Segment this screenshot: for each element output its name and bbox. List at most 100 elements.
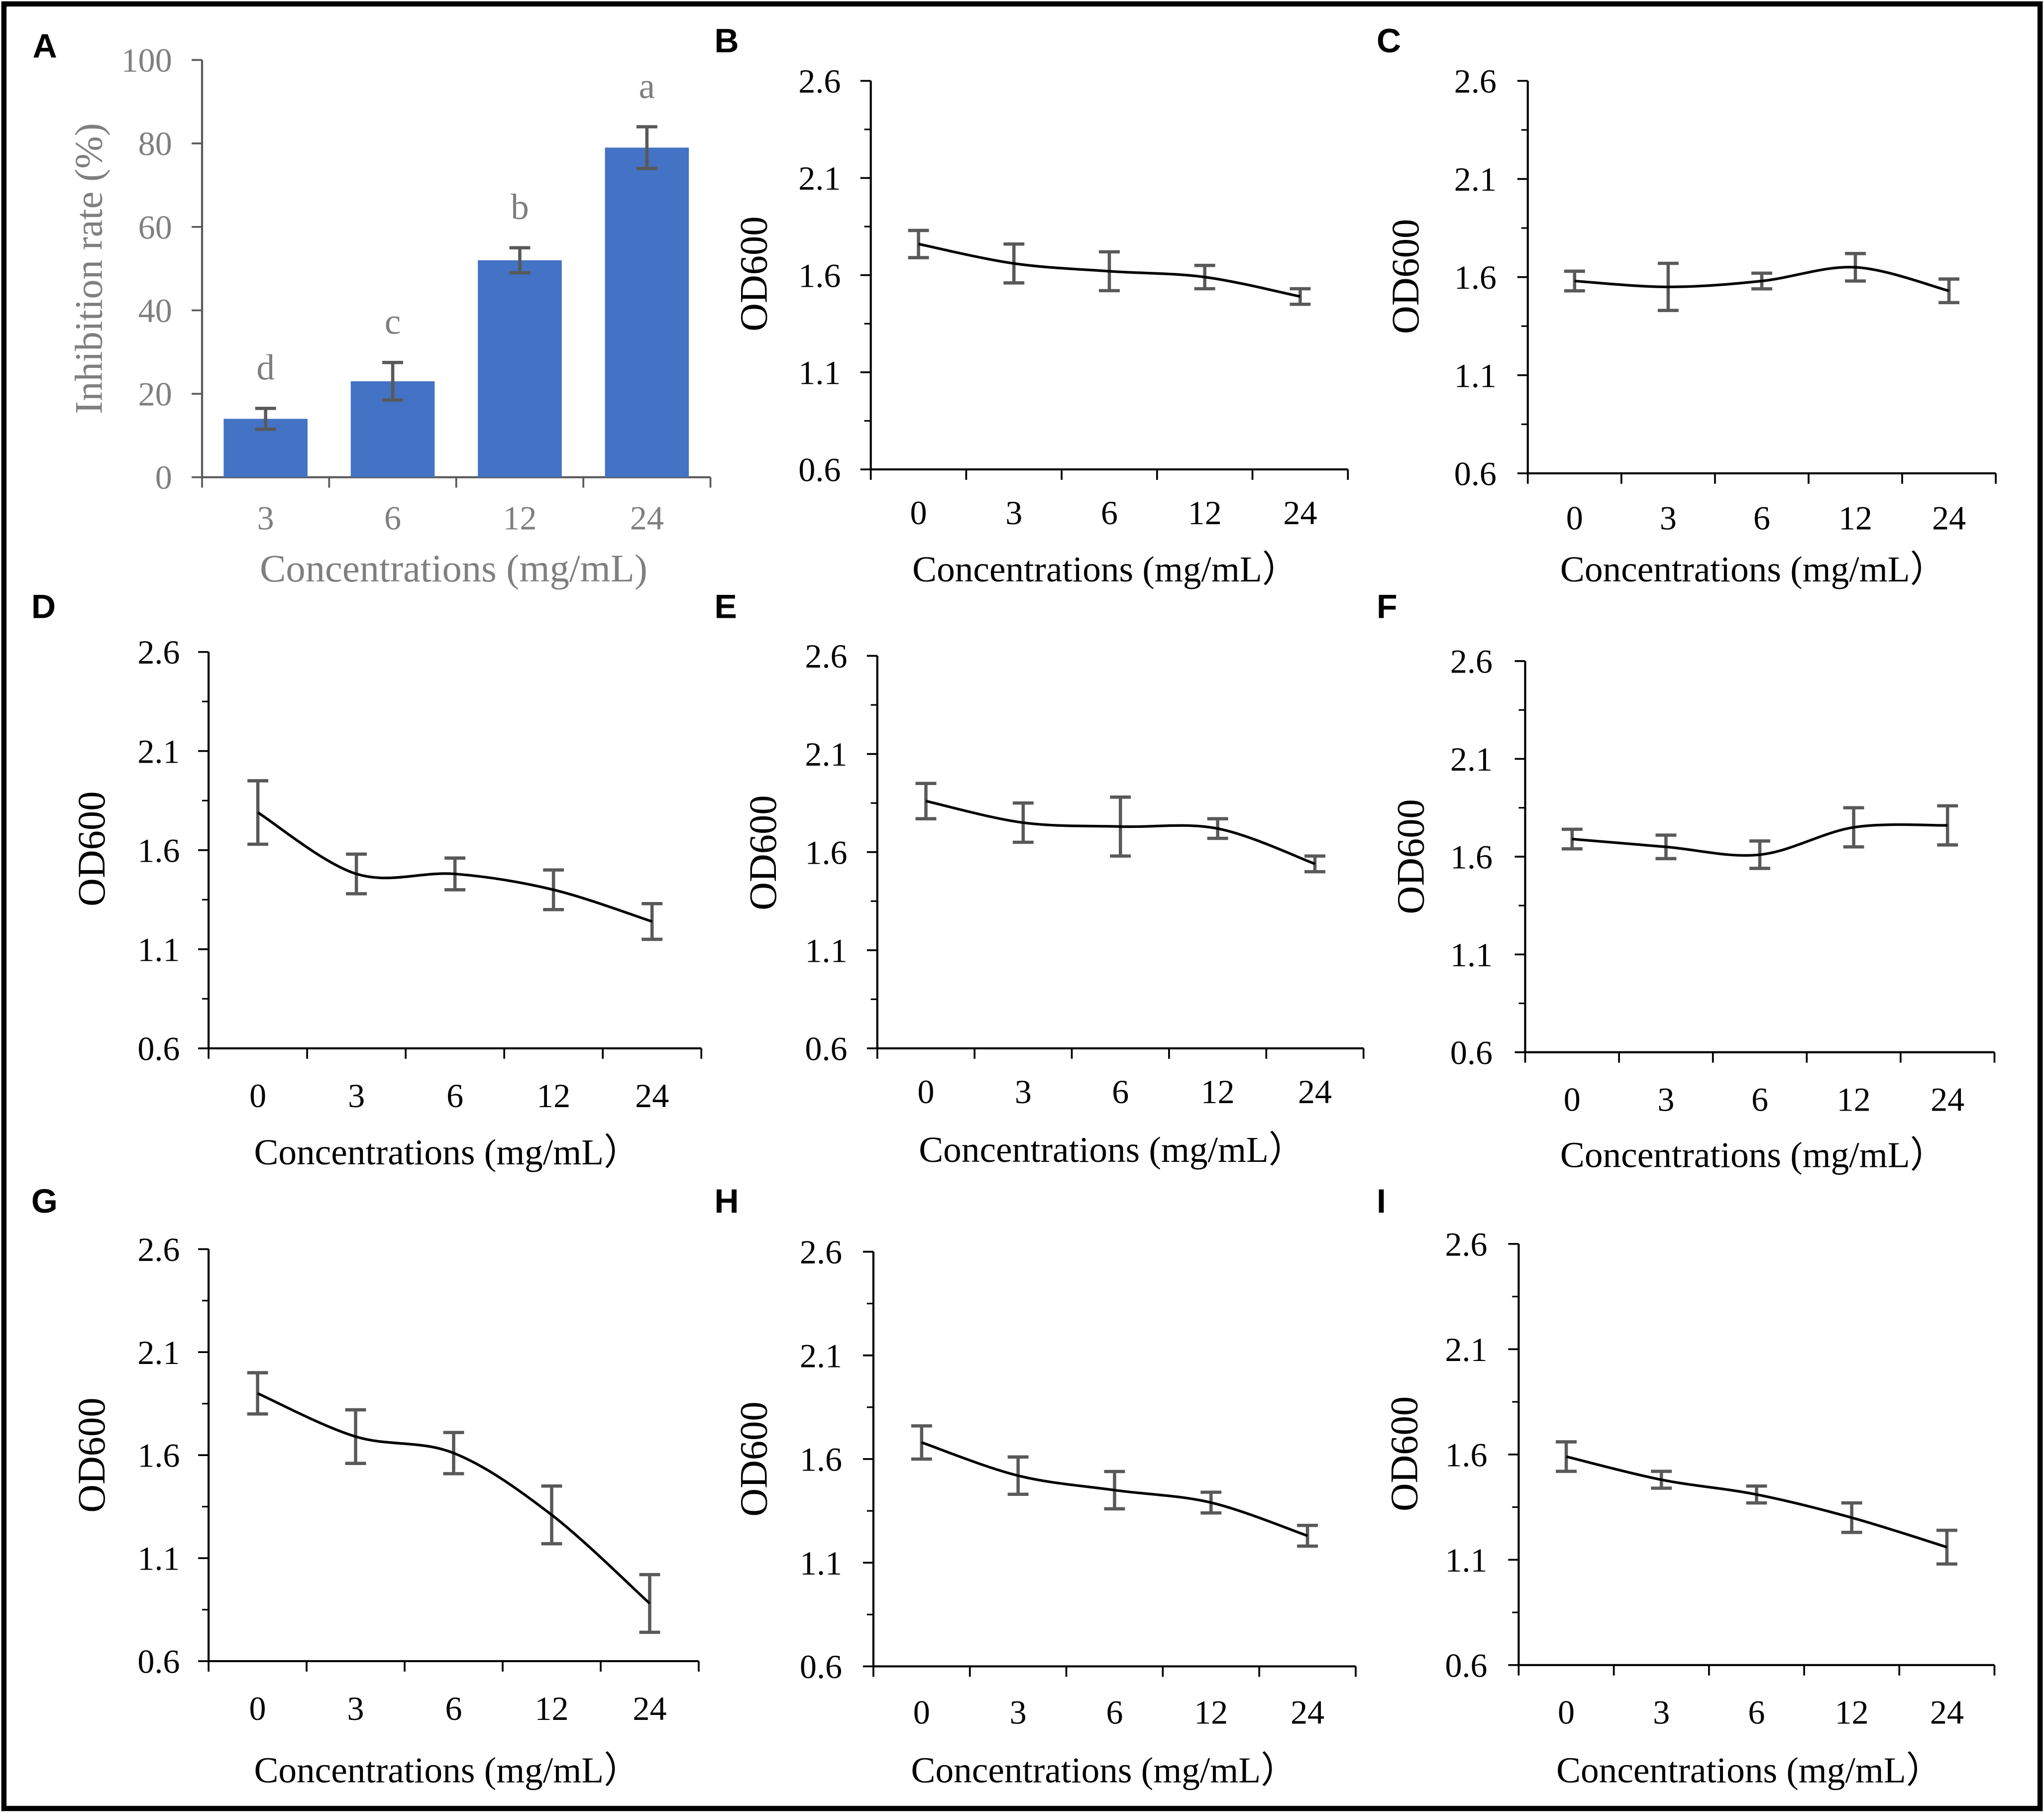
panel-i: I 0.6 1.1 1.6 2.1 2.6 0 3 6 12 24 Concentrations (m… (1377, 1182, 1996, 1791)
y-tick-label: 1.1 (137, 930, 180, 968)
x-tick-label: 0 (913, 1694, 930, 1731)
y-axis-title: Inhibition rate (%) (67, 123, 110, 414)
series-line (1566, 1455, 1947, 1549)
panel-e: E 0.6 1.1 1.6 2.1 2.6 0 3 6 12 24 Concentrations (m… (714, 588, 1365, 1170)
x-tick-label: 12 (537, 1077, 570, 1115)
x-axis-title: Concentrations (mg/mL） (1560, 1134, 1946, 1175)
x-tick-label: 0 (249, 1077, 266, 1115)
x-tick-label: 12 (1194, 1694, 1228, 1731)
y-tick-label: 2.6 (798, 62, 841, 100)
x-tick-label: 12 (1838, 499, 1872, 537)
y-tick-label: 2.6 (1445, 1225, 1487, 1263)
x-axis-title: Concentrations (mg/mL） (911, 1750, 1297, 1791)
x-tick-label: 6 (445, 1690, 462, 1727)
panel-c: C 0.6 1.1 1.6 2.1 2.6 0 3 6 12 24 Concentrations (m… (1377, 22, 1997, 589)
panel-f: F 0.6 1.1 1.6 2.1 2.6 0 3 6 12 24 Concentrations (m… (1377, 588, 1996, 1175)
y-tick-label: 2.6 (1454, 62, 1497, 100)
y-tick-label: 1.1 (1445, 1541, 1487, 1579)
x-tick-label: 12 (1837, 1081, 1871, 1119)
significance-letter: d (256, 347, 275, 388)
x-tick-label: 24 (635, 1077, 669, 1115)
x-tick-label: 3 (1653, 1694, 1670, 1731)
x-tick-label: 3 (348, 1077, 365, 1115)
panel-label: F (1377, 588, 1398, 626)
y-axis-title: OD600 (70, 791, 113, 906)
error-bar (908, 228, 929, 259)
y-axis-title: OD600 (70, 1397, 113, 1512)
panel-b: B 0.6 1.1 1.6 2.1 2.6 0 3 6 12 24 Concentrations (m… (714, 22, 1349, 589)
y-tick-label: 0 (155, 458, 172, 496)
y-tick-label: 2.1 (1445, 1331, 1487, 1368)
series-line (1572, 823, 1948, 857)
y-tick-label: 1.6 (798, 256, 841, 294)
y-tick-label: 2.1 (805, 735, 847, 773)
x-tick-label: 0 (917, 1073, 934, 1111)
x-tick-label: 24 (630, 499, 664, 537)
y-axis-title: OD600 (741, 795, 784, 910)
y-tick-label: 1.6 (1445, 1436, 1487, 1473)
x-tick-label: 6 (1112, 1073, 1129, 1111)
x-axis-title: Concentrations (mg/mL) (260, 547, 647, 590)
y-tick-label: 1.6 (137, 831, 180, 869)
y-tick-label: 1.1 (798, 353, 841, 391)
y-tick-label: 40 (138, 292, 172, 330)
panel-label: A (32, 27, 57, 65)
y-tick-label: 1.1 (805, 931, 847, 969)
series-line (925, 799, 1315, 865)
x-tick-label: 12 (1188, 494, 1222, 532)
y-tick-label: 0.6 (800, 1648, 842, 1686)
x-tick-label: 6 (1101, 494, 1118, 532)
panel-label: G (31, 1182, 58, 1220)
x-tick-label: 6 (1106, 1694, 1123, 1731)
y-tick-label: 0.6 (805, 1029, 847, 1067)
panel-label: H (714, 1182, 739, 1220)
x-tick-label: 12 (503, 499, 537, 537)
y-tick-label: 2.1 (137, 1334, 180, 1371)
x-tick-label: 0 (249, 1690, 266, 1727)
error-bar (636, 125, 657, 170)
y-tick-label: 1.6 (137, 1437, 180, 1474)
y-tick-label: 2.1 (137, 732, 180, 770)
y-tick-label: 2.6 (805, 637, 847, 675)
x-tick-label: 6 (384, 499, 401, 537)
y-tick-label: 0.6 (798, 451, 841, 489)
y-tick-label: 0.6 (137, 1643, 180, 1681)
x-axis-title: Concentrations (mg/mL） (254, 1132, 640, 1172)
significance-letter: c (385, 302, 401, 342)
x-tick-label: 24 (1283, 494, 1317, 532)
y-tick-label: 2.1 (800, 1337, 842, 1374)
error-bar (509, 246, 531, 275)
error-bar (382, 360, 404, 402)
x-axis-title: Concentrations (mg/mL） (912, 549, 1298, 589)
y-axis-title: OD600 (732, 216, 775, 331)
significance-letter: a (639, 66, 655, 106)
bar (478, 260, 562, 477)
y-tick-label: 80 (138, 125, 172, 163)
x-tick-label: 6 (1753, 499, 1770, 537)
panel-label: D (31, 588, 56, 626)
y-tick-label: 2.1 (798, 159, 841, 197)
error-bar (1297, 1523, 1318, 1548)
y-axis-title: OD600 (1382, 1396, 1425, 1511)
y-tick-label: 0.6 (137, 1029, 180, 1067)
panel-g: G 0.6 1.1 1.6 2.1 2.6 0 3 6 12 24 Concentrations (m… (31, 1182, 700, 1791)
panel-label: I (1377, 1182, 1386, 1220)
y-tick-label: 1.6 (1450, 838, 1493, 876)
panel-label: B (714, 22, 739, 60)
x-tick-label: 6 (446, 1077, 463, 1115)
x-tick-label: 3 (1660, 499, 1677, 537)
x-tick-label: 3 (347, 1690, 364, 1727)
y-axis-title: OD600 (1389, 799, 1432, 914)
x-tick-label: 3 (1015, 1073, 1032, 1111)
y-tick-label: 1.6 (805, 833, 847, 871)
x-tick-label: 24 (1930, 1694, 1964, 1731)
x-tick-label: 3 (1657, 1081, 1674, 1119)
y-tick-label: 2.6 (137, 633, 180, 671)
x-tick-label: 24 (1291, 1694, 1324, 1731)
series-line (257, 1392, 651, 1605)
series-line (1574, 265, 1949, 292)
x-tick-label: 24 (1931, 1081, 1964, 1119)
